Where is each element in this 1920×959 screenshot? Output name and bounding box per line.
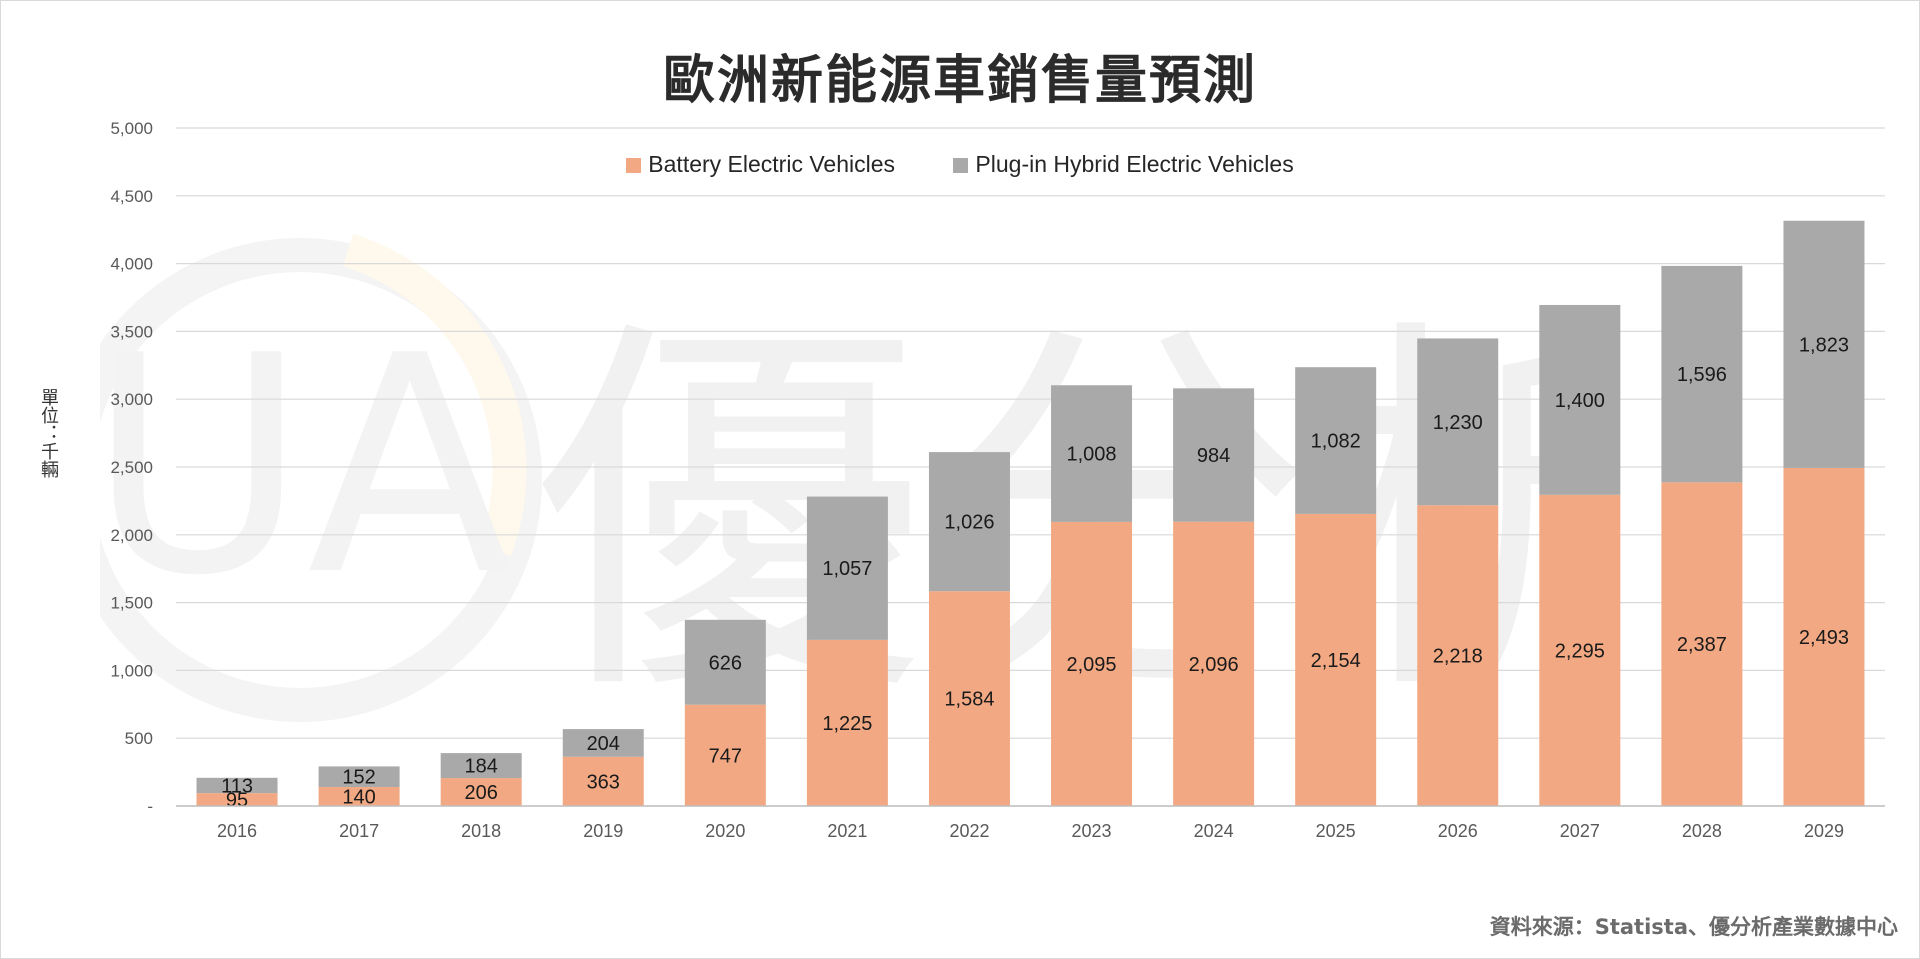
data-label-phev: 1,008 (1067, 444, 1117, 466)
x-tick-label: 2027 (1560, 821, 1600, 841)
data-label-phev: 1,823 (1799, 334, 1849, 356)
bar-phev (1051, 385, 1133, 522)
x-tick-label: 2020 (705, 821, 745, 841)
bar-bev (1661, 482, 1743, 806)
y-tick-label: 500 (125, 729, 153, 748)
data-label-bev: 1,225 (822, 713, 872, 735)
source-note: 資料來源：Statista、優分析產業數據中心 (1489, 915, 1898, 939)
data-label-phev: 1,230 (1433, 412, 1483, 434)
y-tick-label: 3,500 (110, 322, 153, 341)
bar-bev (1051, 521, 1133, 806)
data-label-bev: 2,095 (1067, 654, 1117, 676)
legend-swatch-phev (953, 158, 969, 174)
chart-title: 歐洲新能源車銷售量預測 (662, 51, 1257, 111)
data-label-bev: 1,584 (944, 689, 994, 711)
bar-phev (562, 729, 644, 757)
bar-phev (1661, 265, 1743, 483)
legend-swatch-bev (626, 158, 642, 174)
data-label-phev: 1,026 (944, 512, 994, 534)
bar-bev (318, 787, 400, 806)
data-label-bev: 206 (464, 782, 497, 804)
y-tick-label: 1,500 (110, 594, 153, 613)
x-tick-label: 2029 (1804, 821, 1844, 841)
data-label-phev: 204 (587, 733, 620, 755)
y-tick-label: 5,000 (110, 119, 153, 138)
bar-phev (1295, 367, 1377, 514)
y-tick-label: 2,000 (110, 526, 153, 545)
y-tick-label: - (147, 797, 153, 816)
data-label-bev: 140 (342, 787, 375, 809)
bar-phev (1783, 220, 1865, 468)
data-label-phev: 1,057 (822, 558, 872, 580)
bar-bev (562, 756, 644, 806)
x-tick-label: 2026 (1438, 821, 1478, 841)
y-tick-label: 2,500 (110, 458, 153, 477)
data-label-phev: 626 (709, 652, 742, 674)
bar-phev (440, 753, 522, 779)
bar-bev (1783, 467, 1865, 806)
data-label-bev: 2,493 (1799, 627, 1849, 649)
x-tick-label: 2017 (339, 821, 379, 841)
x-tick-label: 2016 (217, 821, 257, 841)
bar-bev (196, 793, 278, 806)
bar-phev (196, 777, 278, 794)
bar-bev (928, 591, 1010, 806)
bar-bev (1173, 521, 1255, 806)
data-label-bev: 2,218 (1433, 646, 1483, 668)
data-label-phev: 1,082 (1311, 431, 1361, 453)
legend-item-phev: Plug-in Hybrid Electric Vehicles (953, 151, 1294, 178)
bar-bev (684, 704, 766, 806)
x-tick-label: 2023 (1072, 821, 1112, 841)
data-label-phev: 984 (1197, 445, 1230, 467)
bar-phev (1417, 338, 1499, 506)
data-label-bev: 2,096 (1189, 654, 1239, 676)
data-label-phev: 184 (464, 756, 497, 778)
bar-phev (806, 496, 888, 640)
data-label-bev: 747 (709, 745, 742, 767)
bar-bev (1417, 505, 1499, 806)
legend: Battery Electric Vehicles Plug-in Hybrid… (0, 150, 1920, 178)
x-tick-label: 2021 (827, 821, 867, 841)
legend-item-bev: Battery Electric Vehicles (626, 151, 895, 178)
x-tick-label: 2022 (949, 821, 989, 841)
bar-phev (1173, 388, 1255, 522)
x-tick-label: 2025 (1316, 821, 1356, 841)
bar-phev (928, 452, 1010, 592)
data-label-bev: 2,387 (1677, 634, 1727, 656)
x-tick-label: 2028 (1682, 821, 1722, 841)
data-label-bev: 2,295 (1555, 640, 1605, 662)
bar-phev (684, 619, 766, 705)
x-tick-label: 2019 (583, 821, 623, 841)
bar-phev (1539, 304, 1621, 495)
data-label-bev: 363 (587, 771, 620, 793)
legend-label-phev: Plug-in Hybrid Electric Vehicles (975, 151, 1294, 178)
legend-label-bev: Battery Electric Vehicles (648, 151, 896, 178)
data-label-bev: 2,154 (1311, 650, 1361, 672)
data-label-phev: 113 (221, 775, 253, 797)
y-tick-label: 3,000 (110, 390, 153, 409)
data-label-phev: 1,596 (1677, 364, 1727, 386)
y-tick-label: 1,000 (110, 661, 153, 680)
y-tick-label: 4,500 (110, 187, 153, 206)
data-label-phev: 152 (342, 767, 375, 789)
y-tick-label: 4,000 (110, 255, 153, 274)
x-tick-label: 2018 (461, 821, 501, 841)
x-tick-label: 2024 (1194, 821, 1234, 841)
bar-phev (318, 766, 400, 788)
bar-bev (1295, 513, 1377, 806)
data-label-phev: 1,400 (1555, 390, 1605, 412)
bar-bev (440, 778, 522, 806)
bar-bev (1539, 494, 1621, 806)
bar-bev (806, 639, 888, 806)
y-axis-unit-label: 單位：千輛 (38, 388, 59, 478)
